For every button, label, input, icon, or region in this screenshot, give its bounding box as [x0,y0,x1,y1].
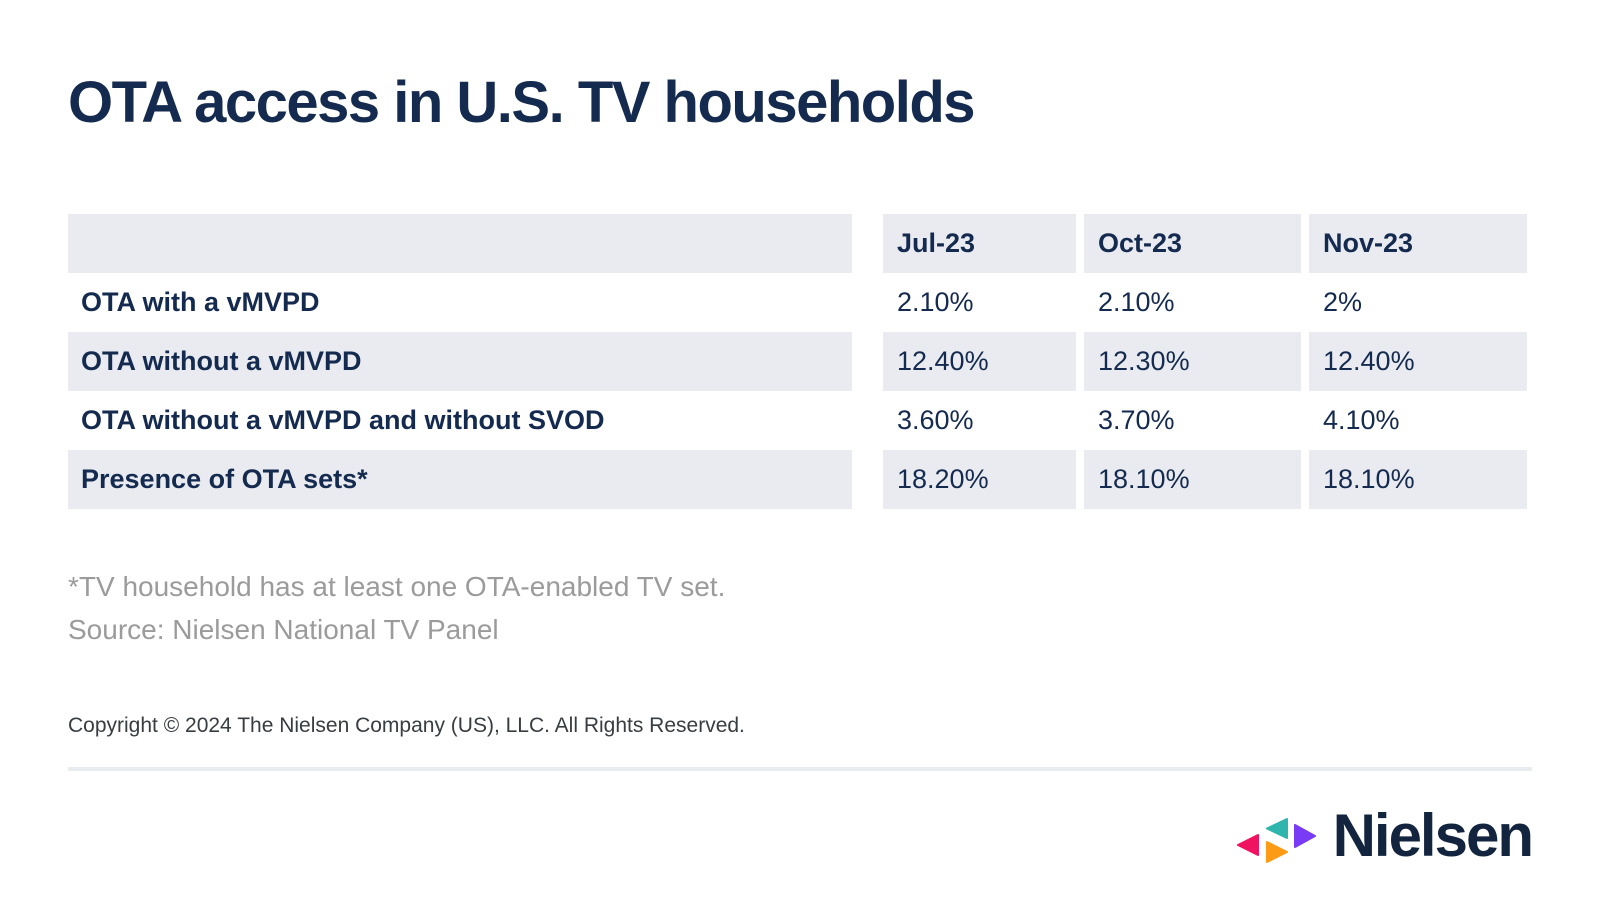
cell-value: 12.40% [852,332,1076,391]
row-label: Presence of OTA sets* [68,450,852,509]
cell-value: 18.20% [852,450,1076,509]
nielsen-wordmark: Nielsen [1332,802,1534,869]
cell-value: 12.40% [1301,332,1527,391]
notes-block: *TV household has at least one OTA-enabl… [68,565,1532,651]
header-cell-blank [68,214,852,273]
row-label: OTA without a vMVPD [68,332,852,391]
ota-access-table: Jul-23 Oct-23 Nov-23 OTA with a vMVPD 2.… [68,214,1527,509]
copyright-text: Copyright © 2024 The Nielsen Company (US… [68,714,745,737]
nielsen-logo-icon [1236,817,1316,863]
cell-value: 2% [1301,273,1527,332]
page: OTA access in U.S. TV households Jul-23 … [0,72,1600,870]
table-row: OTA without a vMVPD 12.40% 12.30% 12.40% [68,332,1527,391]
cell-value: 12.30% [1076,332,1301,391]
table-row: Presence of OTA sets* 18.20% 18.10% 18.1… [68,450,1527,509]
cell-value: 18.10% [1301,450,1527,509]
cell-value: 2.10% [852,273,1076,332]
footnote-text: *TV household has at least one OTA-enabl… [68,571,726,602]
table-header-row: Jul-23 Oct-23 Nov-23 [68,214,1527,273]
table-row: OTA without a vMVPD and without SVOD 3.6… [68,391,1527,450]
row-label: OTA with a vMVPD [81,287,320,317]
page-title: OTA access in U.S. TV households [68,70,976,135]
source-text: Source: Nielsen National TV Panel [68,614,499,645]
cell-value: 3.70% [1076,391,1301,450]
row-label: OTA without a vMVPD and without SVOD [81,405,605,435]
brand-footer: Nielsen [68,801,1534,870]
header-cell-jul-23: Jul-23 [852,214,1076,273]
footer-divider [68,767,1532,771]
cell-value: 4.10% [1301,391,1527,450]
cell-value: 18.10% [1076,450,1301,509]
table-row: OTA with a vMVPD 2.10% 2.10% 2% [68,273,1527,332]
header-cell-nov-23: Nov-23 [1301,214,1527,273]
cell-value: 3.60% [852,391,1076,450]
cell-value: 2.10% [1076,273,1301,332]
header-cell-oct-23: Oct-23 [1076,214,1301,273]
